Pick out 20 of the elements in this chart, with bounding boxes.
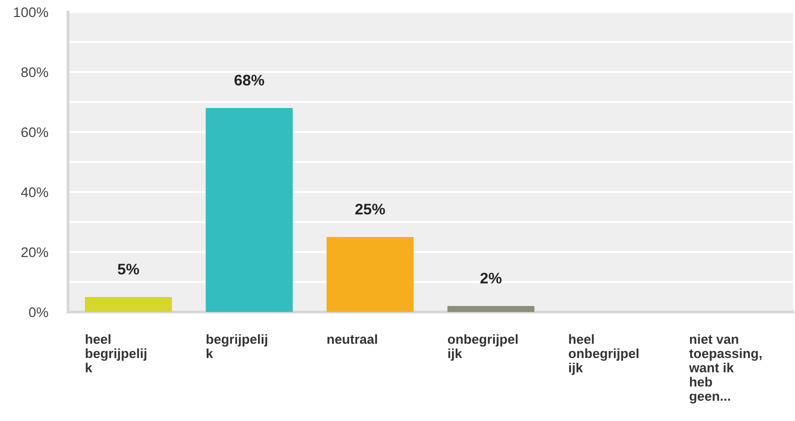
y-tick-label: 100% bbox=[14, 7, 48, 18]
x-tick-label: heel begrijpelij k bbox=[86, 334, 146, 372]
y-tick-label: 60% bbox=[21, 127, 48, 138]
bar bbox=[84, 297, 172, 312]
data-label: 25% bbox=[355, 204, 385, 215]
bar bbox=[447, 306, 534, 312]
x-tick-label: onbegrijpel ijk bbox=[448, 334, 518, 361]
x-tick-label: heel onbegrijpel ijk bbox=[568, 334, 638, 376]
x-tick-label: neutraal bbox=[327, 334, 377, 344]
bar bbox=[326, 237, 414, 312]
bar bbox=[206, 108, 293, 312]
data-label: 5% bbox=[118, 264, 140, 275]
x-tick-label: niet van toepassing, want ik heb geen... bbox=[689, 334, 762, 404]
y-tick-label: 80% bbox=[21, 67, 48, 78]
y-tick-label: 20% bbox=[21, 247, 48, 258]
data-label: 68% bbox=[234, 74, 264, 86]
x-tick-label: begrijpelij k bbox=[206, 334, 268, 358]
y-tick-label: 40% bbox=[21, 187, 48, 198]
data-label: 2% bbox=[480, 272, 502, 284]
y-tick-label: 0% bbox=[29, 307, 48, 318]
